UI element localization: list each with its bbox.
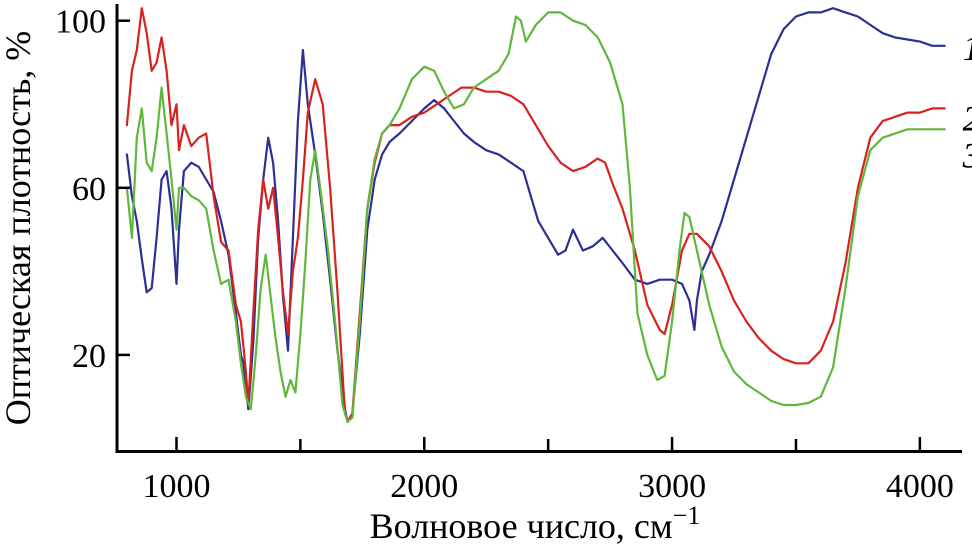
series-label-2: 2 — [963, 98, 972, 138]
tick-labels: 1000 2000 3000 4000 20 60 100 — [55, 4, 954, 505]
ticks — [117, 19, 922, 451]
series-line-3 — [125, 11, 946, 423]
x-tick-label-4000: 4000 — [886, 468, 954, 505]
x-tick-label-1000: 1000 — [142, 468, 210, 505]
x-tick-label-3000: 3000 — [638, 468, 706, 505]
axes — [115, 4, 962, 453]
y-axis-title: Оптическая плотность, % — [0, 31, 38, 425]
series-line-2 — [125, 7, 946, 423]
y-tick-label-20: 20 — [72, 338, 106, 375]
series-line-1 — [125, 7, 946, 423]
x-axis-title: Волновое число, см−1 — [370, 501, 701, 546]
series-label-3: 3 — [962, 135, 972, 175]
y-tick-label-60: 60 — [72, 171, 106, 208]
series-layer — [125, 7, 946, 423]
x-tick-label-2000: 2000 — [390, 468, 458, 505]
series-label-1: 1 — [963, 28, 972, 68]
series-labels: 1 23 — [962, 28, 972, 176]
y-tick-label-100: 100 — [55, 4, 106, 41]
